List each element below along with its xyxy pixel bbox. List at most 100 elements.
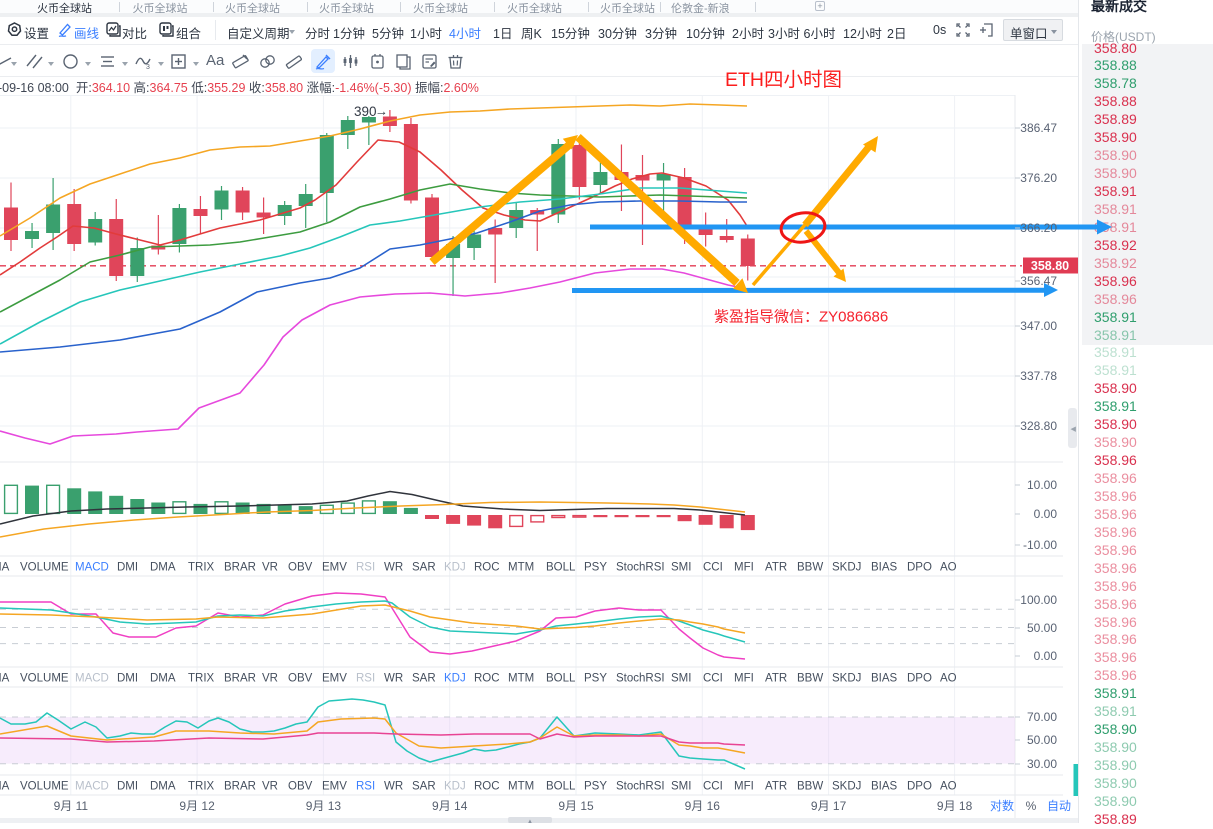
svg-text:MACD: MACD (75, 781, 109, 793)
svg-text:WR: WR (384, 562, 403, 574)
svg-text:BIAS: BIAS (871, 673, 898, 685)
svg-text:DMA: DMA (150, 781, 176, 793)
svg-text:DPO: DPO (907, 781, 932, 793)
svg-text:DPO: DPO (907, 562, 932, 574)
svg-text:ROC: ROC (474, 673, 500, 685)
svg-text:50.00: 50.00 (1027, 733, 1057, 747)
svg-text:9月 11: 9月 11 (54, 799, 89, 813)
svg-text:StochRSI: StochRSI (616, 673, 665, 685)
svg-text:SAR: SAR (412, 781, 436, 793)
svg-text:BIAS: BIAS (871, 781, 898, 793)
svg-text:StochRSI: StochRSI (616, 781, 665, 793)
svg-text:VR: VR (262, 673, 278, 685)
svg-text:SMI: SMI (671, 781, 691, 793)
svg-text:PSY: PSY (584, 673, 607, 685)
svg-text:347.00: 347.00 (1020, 319, 1057, 333)
svg-text:0.00: 0.00 (1034, 507, 1058, 521)
svg-text:紫盈指导微信：ZY086686: 紫盈指导微信：ZY086686 (714, 309, 888, 326)
svg-text:EMV: EMV (322, 673, 347, 685)
svg-text:AO: AO (940, 781, 957, 793)
svg-text:OBV: OBV (288, 562, 313, 574)
svg-text:ROC: ROC (474, 562, 500, 574)
svg-text:PSY: PSY (584, 781, 607, 793)
svg-text:9月 16: 9月 16 (685, 799, 721, 813)
svg-text:KDJ: KDJ (444, 781, 466, 793)
svg-text:CCI: CCI (703, 781, 723, 793)
svg-text:9月 17: 9月 17 (811, 799, 847, 813)
svg-text:TRIX: TRIX (188, 673, 215, 685)
svg-text:TRIX: TRIX (188, 781, 215, 793)
svg-text:9月 12: 9月 12 (179, 799, 215, 813)
svg-text:BIAS: BIAS (871, 562, 898, 574)
svg-text:SAR: SAR (412, 562, 436, 574)
svg-text:MTM: MTM (508, 562, 534, 574)
svg-text:-09-16 08:00 开:364.10 高:364.7: -09-16 08:00 开:364.10 高:364.75 低:355.29 … (0, 80, 479, 95)
svg-text:RSI: RSI (356, 781, 375, 793)
svg-text:KDJ: KDJ (444, 562, 466, 574)
svg-text:WR: WR (384, 781, 403, 793)
svg-text:9月 15: 9月 15 (558, 799, 594, 813)
svg-text:RSI: RSI (356, 562, 375, 574)
svg-text:◀: ◀ (1071, 426, 1077, 433)
svg-text:自动: 自动 (1047, 799, 1071, 813)
svg-text:OBV: OBV (288, 673, 313, 685)
svg-text:WR: WR (384, 673, 403, 685)
svg-text:337.78: 337.78 (1020, 369, 1057, 383)
svg-text:VOLUME: VOLUME (20, 562, 69, 574)
svg-text:MA: MA (0, 673, 10, 685)
svg-text:100.00: 100.00 (1020, 593, 1057, 607)
svg-text:%: % (1026, 799, 1037, 813)
svg-text:MFI: MFI (734, 673, 754, 685)
svg-text:对数: 对数 (990, 798, 1014, 813)
svg-text:VR: VR (262, 781, 278, 793)
svg-text:BBW: BBW (797, 673, 823, 685)
svg-text:BRAR: BRAR (224, 781, 256, 793)
svg-text:CCI: CCI (703, 673, 723, 685)
svg-text:RSI: RSI (356, 673, 375, 685)
svg-text:MA: MA (0, 562, 10, 574)
svg-text:BBW: BBW (797, 781, 823, 793)
svg-text:MA: MA (0, 781, 10, 793)
svg-text:SKDJ: SKDJ (832, 673, 861, 685)
svg-text:-10.00: -10.00 (1023, 538, 1057, 552)
svg-text:StochRSI: StochRSI (616, 562, 665, 574)
svg-text:ETH四小时图: ETH四小时图 (725, 69, 842, 91)
svg-text:9月 14: 9月 14 (432, 799, 468, 813)
svg-text:BOLL: BOLL (546, 673, 576, 685)
svg-text:366.20: 366.20 (1020, 221, 1057, 235)
svg-text:CCI: CCI (703, 562, 723, 574)
svg-text:MACD: MACD (75, 562, 109, 574)
svg-text:SMI: SMI (671, 562, 691, 574)
svg-text:AO: AO (940, 562, 957, 574)
svg-text:328.80: 328.80 (1020, 419, 1057, 433)
svg-text:SAR: SAR (412, 673, 436, 685)
svg-text:MFI: MFI (734, 781, 754, 793)
svg-text:DMI: DMI (117, 562, 138, 574)
svg-text:BRAR: BRAR (224, 673, 256, 685)
svg-text:ATR: ATR (765, 781, 787, 793)
svg-text:0.00: 0.00 (1034, 649, 1058, 663)
svg-text:356.47: 356.47 (1020, 274, 1057, 288)
svg-text:BOLL: BOLL (546, 781, 576, 793)
svg-text:DPO: DPO (907, 673, 932, 685)
svg-text:KDJ: KDJ (444, 673, 466, 685)
svg-text:MTM: MTM (508, 673, 534, 685)
svg-text:▲: ▲ (527, 819, 533, 823)
svg-text:BBW: BBW (797, 562, 823, 574)
svg-text:BOLL: BOLL (546, 562, 576, 574)
svg-text:SKDJ: SKDJ (832, 562, 861, 574)
svg-text:→: → (375, 104, 388, 119)
svg-text:DMI: DMI (117, 673, 138, 685)
svg-text:DMA: DMA (150, 562, 176, 574)
svg-text:BRAR: BRAR (224, 562, 256, 574)
svg-text:50.00: 50.00 (1027, 621, 1057, 635)
svg-text:MACD: MACD (75, 673, 109, 685)
svg-text:30.00: 30.00 (1027, 757, 1057, 771)
svg-text:EMV: EMV (322, 562, 347, 574)
svg-text:ROC: ROC (474, 781, 500, 793)
svg-text:TRIX: TRIX (188, 562, 215, 574)
svg-text:DMA: DMA (150, 673, 176, 685)
svg-text:OBV: OBV (288, 781, 313, 793)
svg-text:VR: VR (262, 562, 278, 574)
svg-text:9月 18: 9月 18 (937, 799, 973, 813)
